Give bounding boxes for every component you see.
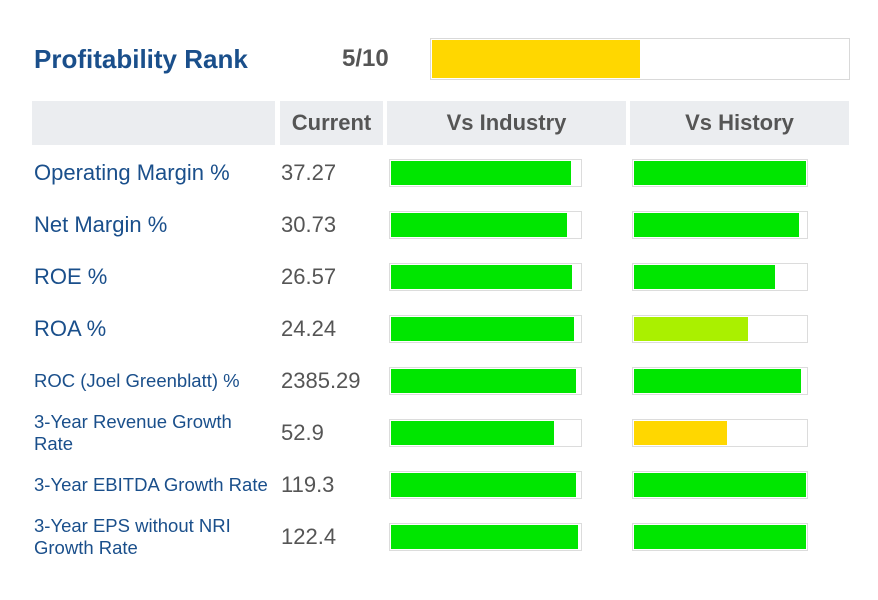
history-bar <box>632 211 808 239</box>
metric-label[interactable]: Operating Margin % <box>34 160 230 185</box>
table-row: Net Margin % 30.73 <box>0 199 878 251</box>
industry-bar <box>389 523 582 551</box>
industry-bar-fill <box>391 161 571 185</box>
history-bar-fill <box>634 213 799 237</box>
table-row: 3-Year EBITDA Growth Rate 119.3 <box>0 459 878 511</box>
page-title: Profitability Rank <box>34 44 248 74</box>
history-bar <box>632 315 808 343</box>
history-bar <box>632 367 808 395</box>
metric-value: 30.73 <box>281 212 337 237</box>
rank-bar <box>430 38 850 80</box>
industry-bar <box>389 419 582 447</box>
table-row: 3-Year EPS without NRI Growth Rate 122.4 <box>0 511 878 563</box>
metric-value: 122.4 <box>281 524 337 549</box>
history-bar-fill <box>634 369 801 393</box>
metric-label[interactable]: 3-Year EPS without NRI Growth Rate <box>34 515 231 558</box>
history-bar-fill <box>634 421 727 445</box>
industry-bar-fill <box>391 265 572 289</box>
industry-bar <box>389 471 582 499</box>
history-bar <box>632 419 808 447</box>
history-bar-fill <box>634 473 806 497</box>
table-row: ROA % 24.24 <box>0 303 878 355</box>
metric-label[interactable]: 3-Year EBITDA Growth Rate <box>34 474 268 495</box>
industry-bar <box>389 367 582 395</box>
history-bar-fill <box>634 525 806 549</box>
metric-value: 26.57 <box>281 264 337 289</box>
history-bar-fill <box>634 161 806 185</box>
industry-bar <box>389 315 582 343</box>
industry-bar-fill <box>391 369 576 393</box>
metric-label[interactable]: Net Margin % <box>34 212 168 237</box>
history-bar <box>632 263 808 291</box>
table-row: 3-Year Revenue Growth Rate 52.9 <box>0 407 878 459</box>
column-header-history: Vs History <box>630 101 849 145</box>
column-header-current: Current <box>280 101 383 145</box>
industry-bar <box>389 211 582 239</box>
metric-value: 52.9 <box>281 420 324 445</box>
metric-value: 119.3 <box>281 472 335 497</box>
metric-value: 2385.29 <box>281 368 361 393</box>
history-bar <box>632 159 808 187</box>
column-header-industry: Vs Industry <box>387 101 626 145</box>
history-bar-fill <box>634 317 748 341</box>
industry-bar <box>389 159 582 187</box>
industry-bar <box>389 263 582 291</box>
metric-label[interactable]: ROE % <box>34 264 108 289</box>
table-row: Operating Margin % 37.27 <box>0 147 878 199</box>
industry-bar-fill <box>391 473 576 497</box>
rank-bar-fill <box>432 40 640 78</box>
industry-bar-fill <box>391 525 578 549</box>
history-bar <box>632 471 808 499</box>
industry-bar-fill <box>391 421 554 445</box>
industry-bar-fill <box>391 213 567 237</box>
header-blank-cell <box>32 101 275 145</box>
metric-value: 37.27 <box>281 160 337 185</box>
metric-label[interactable]: ROC (Joel Greenblatt) % <box>34 370 240 391</box>
table-row: ROC (Joel Greenblatt) % 2385.29 <box>0 355 878 407</box>
metric-label[interactable]: ROA % <box>34 316 107 341</box>
history-bar-fill <box>634 265 775 289</box>
industry-bar-fill <box>391 317 574 341</box>
history-bar <box>632 523 808 551</box>
table-row: ROE % 26.57 <box>0 251 878 303</box>
metric-label[interactable]: 3-Year Revenue Growth Rate <box>34 411 232 454</box>
rank-value: 5/10 <box>342 45 389 72</box>
metric-value: 24.24 <box>281 316 337 341</box>
